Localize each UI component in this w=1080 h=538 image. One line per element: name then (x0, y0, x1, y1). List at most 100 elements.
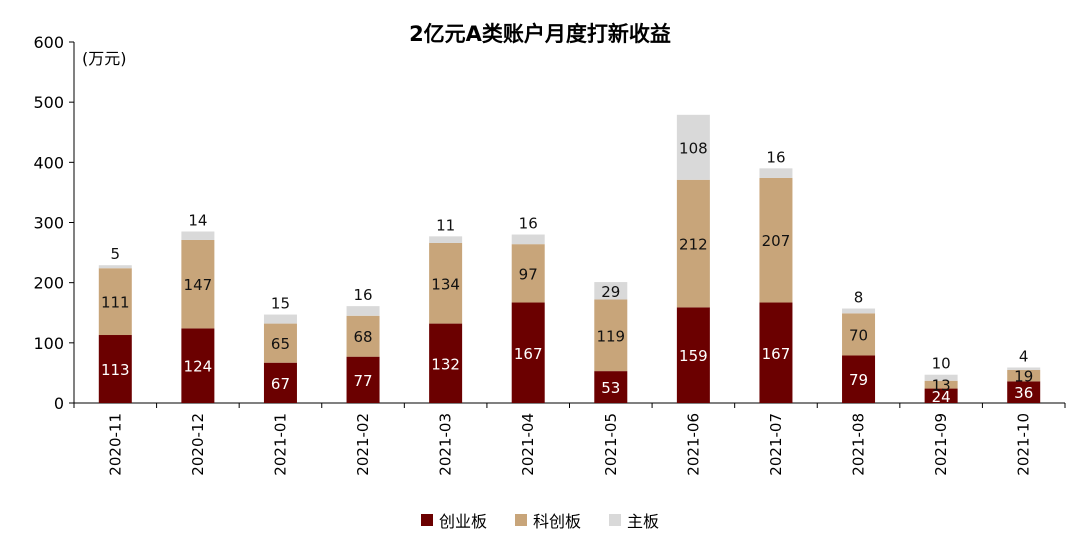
x-tick-label-2021-10: 2021-10 (1015, 413, 1033, 476)
bar-segment-2021-06-1 (676, 179, 710, 308)
legend-swatch-chuangye (420, 514, 433, 526)
data-label-2021-01-1: 65 (271, 335, 290, 353)
bar-segment-2021-07-1 (759, 177, 793, 303)
legend-item-zhuban: 主板 (609, 508, 659, 532)
bar-segment-2021-04-1 (511, 244, 545, 303)
data-label-2021-10-2: 4 (1019, 348, 1029, 366)
bar-segment-2021-05-2 (594, 282, 628, 300)
x-tick-label-2020-11: 2020-11 (106, 413, 124, 476)
data-label-2021-06-1: 212 (679, 236, 708, 254)
data-label-2021-04-1: 97 (519, 265, 538, 283)
bar-segment-2021-07-2 (759, 168, 793, 178)
x-tick-label-2021-02: 2021-02 (354, 413, 372, 476)
data-label-2020-12-1: 147 (184, 276, 213, 294)
data-label-2020-12-0: 124 (184, 358, 213, 376)
bar-segment-2020-12-2 (181, 231, 215, 240)
bar-segment-2021-05-1 (594, 299, 628, 372)
bar-segment-2021-08-1 (842, 313, 876, 356)
data-label-2021-09-2: 10 (932, 355, 951, 373)
bar-segment-2020-12-0 (181, 328, 215, 403)
data-label-2021-02-0: 77 (353, 372, 372, 390)
y-tick-label: 500 (33, 93, 64, 112)
y-tick-label: 0 (54, 394, 64, 413)
bar-segment-2021-01-2 (263, 314, 297, 324)
data-label-2021-01-2: 15 (271, 295, 290, 313)
bar-segment-2021-10-0 (1007, 381, 1041, 403)
x-tick-label-2021-03: 2021-03 (437, 413, 455, 476)
y-tick-label: 600 (33, 33, 64, 52)
bar-segment-2021-03-0 (429, 323, 463, 403)
data-label-2021-01-0: 67 (271, 375, 290, 393)
data-label-2021-05-0: 53 (601, 379, 620, 397)
data-label-2021-07-0: 167 (762, 345, 791, 363)
legend-label-kechuang: 科创板 (532, 512, 581, 531)
legend-item-kechuang: 科创板 (514, 508, 581, 532)
bar-segment-2021-02-1 (346, 315, 380, 357)
data-label-2021-08-2: 8 (854, 289, 864, 307)
x-tick-label-2021-01: 2021-01 (271, 413, 289, 476)
x-tick-label-2021-06: 2021-06 (684, 413, 702, 476)
data-label-2021-03-1: 134 (431, 275, 460, 293)
bar-segment-2021-04-0 (511, 302, 545, 403)
bar-segment-2021-02-2 (346, 306, 380, 316)
bar-segment-2021-09-2 (924, 374, 958, 381)
bar-segment-2021-05-0 (594, 371, 628, 403)
bar-segment-2021-10-1 (1007, 369, 1041, 382)
bar-segment-2021-08-0 (842, 355, 876, 403)
legend-label-chuangye: 创业板 (438, 512, 487, 531)
x-tick-label-2021-09: 2021-09 (932, 413, 950, 476)
data-label-2021-03-0: 132 (431, 355, 460, 373)
data-label-2021-08-1: 70 (849, 326, 868, 344)
bar-segment-2021-03-2 (429, 236, 463, 243)
data-label-2021-06-2: 108 (679, 139, 708, 157)
bar-segment-2021-07-0 (759, 302, 793, 403)
bar-segment-2021-03-1 (429, 242, 463, 324)
bar-segment-2021-06-2 (676, 114, 710, 180)
data-label-2021-05-2: 29 (601, 283, 620, 301)
data-label-2021-02-2: 16 (353, 286, 372, 304)
data-label-2021-04-2: 16 (519, 215, 538, 233)
y-tick-label: 100 (33, 334, 64, 353)
chart-title: 2亿元A类账户月度打新收益 (409, 22, 671, 46)
legend-label-zhuban: 主板 (627, 512, 660, 531)
data-label-2021-06-0: 159 (679, 347, 708, 365)
data-label-2020-11-2: 5 (111, 245, 121, 263)
bar-segment-2021-09-0 (924, 388, 958, 403)
y-axis-unit-label: (万元) (82, 49, 127, 68)
x-tick-label-2021-05: 2021-05 (602, 413, 620, 476)
data-label-2021-05-1: 119 (596, 327, 625, 345)
data-label-2021-02-1: 68 (353, 328, 372, 346)
legend-swatch-kechuang (514, 514, 527, 526)
bar-segment-2021-04-2 (511, 234, 545, 245)
bar-segment-2021-02-0 (346, 356, 380, 403)
data-label-2020-11-1: 111 (101, 294, 130, 312)
bar-segment-2020-12-1 (181, 239, 215, 329)
data-label-2020-11-0: 113 (101, 361, 130, 379)
x-tick-label-2021-08: 2021-08 (850, 413, 868, 476)
bar-segment-2021-10-2 (1007, 367, 1041, 370)
data-label-2021-07-2: 16 (766, 148, 785, 166)
data-label-2021-09-0: 24 (932, 388, 951, 406)
bar-segment-2021-09-1 (924, 380, 958, 389)
data-label-2021-03-2: 11 (436, 216, 455, 234)
y-tick-label: 300 (33, 214, 64, 233)
bar-segment-2020-11-1 (98, 268, 132, 336)
x-tick-label-2021-04: 2021-04 (519, 413, 537, 476)
data-label-2021-08-0: 79 (849, 371, 868, 389)
bar-segment-2021-06-0 (676, 307, 710, 403)
legend-swatch-zhuban (609, 514, 621, 526)
data-label-2020-12-2: 14 (188, 212, 207, 230)
data-label-2021-10-0: 36 (1014, 384, 1033, 402)
data-label-2021-09-1: 13 (932, 377, 951, 395)
x-tick-label-2020-12: 2020-12 (189, 413, 207, 476)
y-tick-label: 200 (33, 274, 64, 293)
legend: 创业板 科创板 主板 (0, 508, 1080, 532)
legend-item-chuangye: 创业板 (420, 508, 487, 532)
bar-segment-2020-11-2 (98, 265, 132, 269)
data-label-2021-04-0: 167 (514, 345, 543, 363)
y-tick-label: 400 (33, 153, 64, 172)
bar-segment-2021-01-1 (263, 323, 297, 363)
bar-segment-2021-08-2 (842, 308, 876, 314)
x-tick-label-2021-07: 2021-07 (767, 413, 785, 476)
